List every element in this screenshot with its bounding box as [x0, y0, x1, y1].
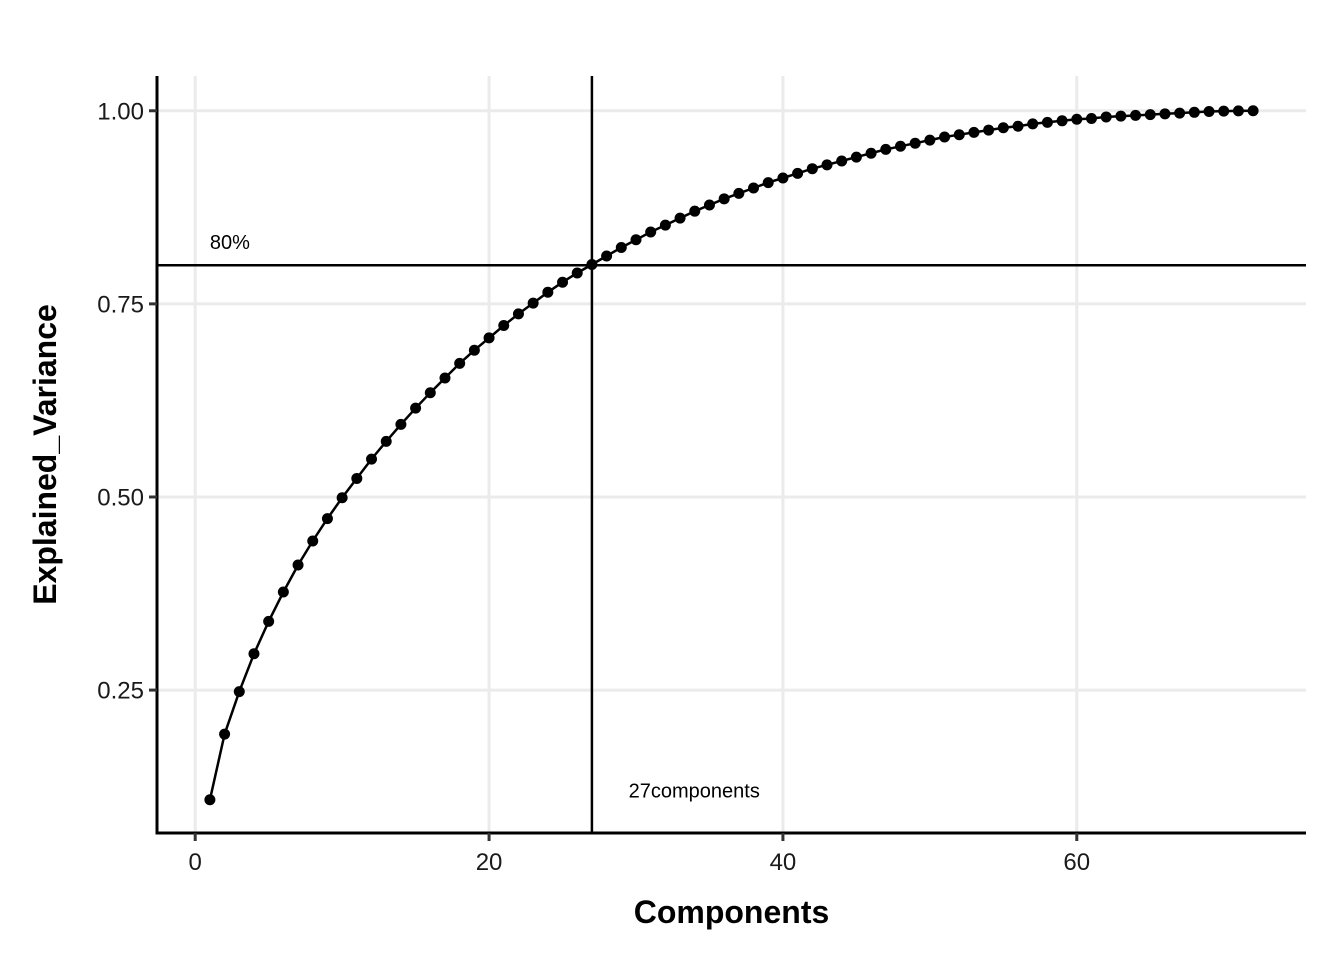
data-point [248, 648, 260, 660]
data-point [659, 219, 671, 231]
data-point [557, 276, 569, 288]
data-point [894, 140, 906, 152]
data-point [1188, 106, 1200, 118]
data-point [1174, 107, 1186, 119]
data-point [1041, 116, 1053, 128]
data-point [689, 205, 701, 217]
data-point [204, 794, 216, 806]
data-point [395, 418, 407, 430]
data-point [939, 131, 951, 143]
data-point [983, 124, 995, 136]
data-point [483, 332, 495, 344]
tick-labels: 0 20 40 60 0.25 0.50 0.75 1.00 [97, 98, 1090, 876]
data-point [997, 122, 1009, 134]
y-tick-label: 1.00 [97, 98, 144, 125]
data-point [601, 250, 613, 262]
data-point [527, 297, 539, 309]
reference-lines [157, 76, 1306, 833]
data-point [1130, 109, 1142, 121]
data-point [292, 559, 304, 571]
data-point [1218, 105, 1230, 117]
data-point [630, 234, 642, 246]
data-point [571, 267, 583, 279]
data-point [953, 129, 965, 141]
data-point [777, 172, 789, 184]
axes [149, 76, 1306, 841]
data-point [233, 686, 245, 698]
data-point [410, 402, 422, 414]
data-point [1115, 110, 1127, 122]
data-point [718, 193, 730, 205]
data-point [1085, 112, 1097, 124]
data-point [468, 344, 480, 356]
data-point [1056, 115, 1068, 127]
data-point [733, 187, 745, 199]
data-point [909, 137, 921, 149]
data-point [277, 586, 289, 598]
data-point [865, 147, 877, 159]
data-point [307, 535, 319, 547]
x-tick-label: 60 [1063, 849, 1090, 876]
data-point [850, 151, 862, 163]
data-point [615, 241, 627, 253]
data-point [263, 615, 275, 627]
data-point [1100, 111, 1112, 123]
data-point [674, 212, 686, 224]
data-point [586, 258, 598, 270]
data-point [762, 177, 774, 189]
data-point [1071, 113, 1083, 125]
y-axis-title: Explained_Variance [27, 304, 63, 605]
y-tick-label: 0.75 [97, 291, 144, 318]
data-point [219, 728, 231, 740]
data-point [924, 134, 936, 146]
data-point [1012, 120, 1024, 132]
data-point [424, 387, 436, 399]
x-tick-label: 0 [189, 849, 202, 876]
data-point [351, 472, 363, 484]
annotation-label: 27components [629, 781, 760, 803]
y-tick-label: 0.50 [97, 484, 144, 511]
data-point [542, 286, 554, 298]
data-point [336, 492, 348, 504]
data-point [321, 513, 333, 525]
data-point [439, 372, 451, 384]
data-point [380, 435, 392, 447]
data-point [1203, 106, 1215, 118]
data-point [512, 308, 524, 320]
data-point [806, 163, 818, 175]
data-point [498, 320, 510, 332]
data-point [366, 453, 378, 465]
data-point [645, 226, 657, 238]
x-tick-label: 40 [770, 849, 797, 876]
data-point [836, 155, 848, 167]
data-point [821, 159, 833, 171]
data-point [1232, 105, 1244, 117]
data-point [968, 126, 980, 138]
data-point [1144, 109, 1156, 121]
y-tick-label: 0.25 [97, 678, 144, 705]
data-point [748, 182, 760, 194]
data-point [1027, 118, 1039, 130]
annotation-label: 80% [210, 232, 250, 254]
data-point [880, 143, 892, 155]
series-line [208, 109, 1254, 801]
x-axis-title: Components [634, 894, 830, 930]
grid [157, 76, 1306, 833]
data-point [792, 167, 804, 179]
data-point [1247, 105, 1259, 117]
x-tick-label: 20 [476, 849, 503, 876]
series [204, 105, 1259, 806]
data-point [454, 357, 466, 369]
annotations: 80% 27components [210, 232, 760, 802]
data-point [1159, 108, 1171, 120]
data-point [703, 199, 715, 211]
